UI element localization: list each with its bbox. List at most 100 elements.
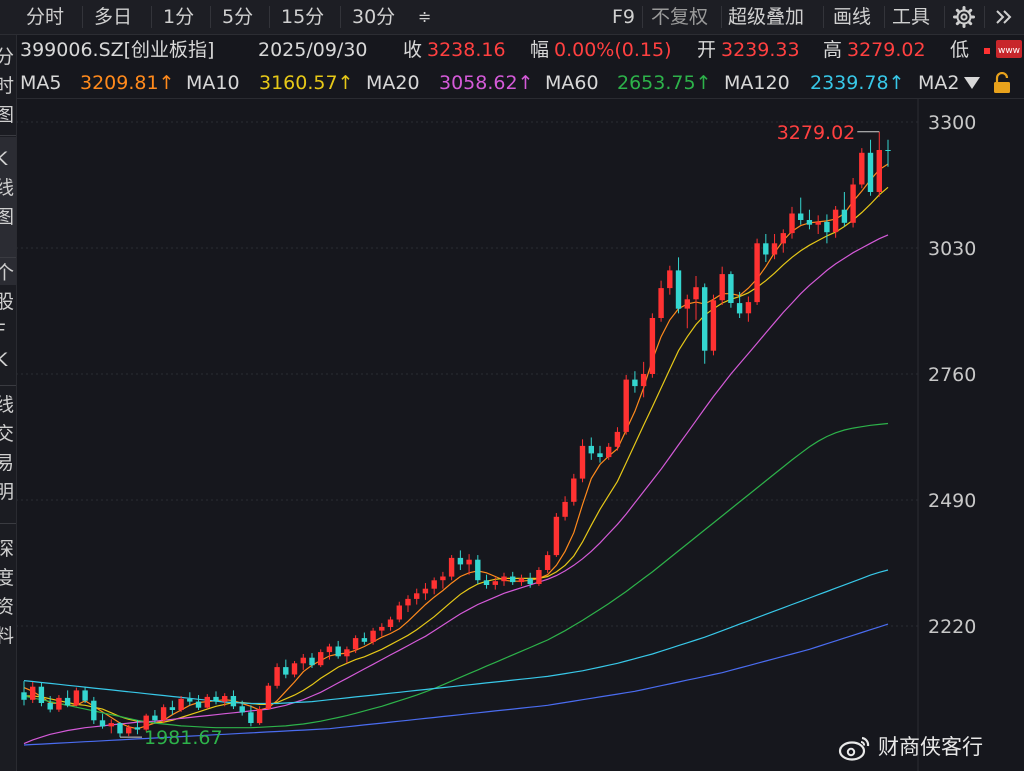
candle-up	[326, 646, 333, 653]
sidebar-divider	[0, 385, 16, 386]
candle-down	[483, 580, 490, 585]
candle-down	[475, 559, 481, 581]
candle-up	[274, 667, 280, 686]
ma120-line	[23, 569, 889, 705]
tab-1min[interactable]: 1分	[163, 6, 195, 28]
price-tick-label: 2760	[928, 364, 976, 386]
ma120-value: 2339.78↑	[810, 72, 905, 94]
ma60-label: MA60	[545, 72, 599, 94]
super-overlay-button[interactable]: 超级叠加	[728, 6, 805, 28]
tab-5min[interactable]: 5分	[222, 6, 254, 28]
www-icon[interactable]: www	[996, 40, 1022, 60]
low-marker-label: 1981.67	[144, 727, 223, 749]
price-axis-panel	[918, 99, 1024, 771]
sidebar-char: 分	[0, 43, 16, 72]
price-tick-label: 3300	[928, 112, 976, 134]
candle-down	[21, 692, 27, 700]
no-adjust-button[interactable]: 不复权	[651, 6, 709, 28]
candle-up	[352, 638, 359, 650]
candle-up	[536, 570, 542, 584]
sidebar-item-kline[interactable]: K 线 图	[0, 137, 16, 285]
price-tick-label: 2490	[928, 490, 976, 512]
toolbar-divider	[210, 6, 211, 28]
candle-down	[597, 453, 603, 457]
ma5-line	[23, 163, 889, 730]
ma10-label: MA10	[186, 72, 240, 94]
triangle-down-icon[interactable]	[961, 72, 983, 94]
candle-down	[239, 706, 245, 713]
sidebar-item-stock-fk[interactable]: 个 股 F K	[0, 259, 16, 375]
ma60-value: 2653.75↑	[617, 72, 712, 94]
tab-multi-day[interactable]: 多日	[94, 6, 133, 28]
candle-up	[440, 576, 446, 581]
more-periods-icon[interactable]: ≑	[418, 7, 432, 26]
candle-down	[527, 578, 533, 584]
candle-up	[623, 379, 629, 432]
toolbar-divider	[984, 6, 985, 28]
f9-button[interactable]: F9	[612, 6, 636, 28]
candle-up	[649, 318, 656, 374]
sidebar-char: 线	[0, 391, 16, 420]
candle-up	[501, 576, 507, 582]
candle-up	[126, 727, 132, 734]
change-label: 幅	[530, 39, 550, 61]
candle-down	[82, 690, 88, 701]
tab-intraday[interactable]: 分时	[26, 6, 65, 28]
ma10-line	[24, 186, 889, 724]
chart-grid	[16, 99, 919, 771]
draw-line-button[interactable]: 画线	[833, 6, 872, 28]
candle-up	[492, 581, 498, 585]
candle-up	[606, 446, 612, 458]
open-label: 开	[697, 39, 717, 61]
sidebar-divider	[0, 135, 16, 136]
candle-up	[658, 288, 664, 318]
candle-up	[815, 221, 821, 225]
toolbar-divider	[944, 6, 945, 28]
candle-up	[562, 501, 568, 517]
candle-up	[850, 184, 856, 223]
candle-up	[780, 233, 786, 244]
candle-up	[318, 652, 324, 666]
tools-button[interactable]: 工具	[892, 6, 931, 28]
low-value-truncated-mark	[984, 48, 990, 54]
candle-up	[448, 557, 455, 577]
candle-up	[30, 686, 36, 700]
sidebar-item-intraday[interactable]: 分 时 图	[0, 43, 16, 130]
sidebar-item-kline-detail[interactable]: 线 交 易 明	[0, 391, 16, 507]
candle-up	[518, 578, 525, 583]
tab-30min[interactable]: 30分	[352, 6, 396, 28]
candle-down	[99, 720, 106, 727]
candle-up	[422, 588, 429, 594]
candle-up	[387, 619, 394, 627]
close-label: 收	[403, 39, 423, 61]
candle-up	[553, 516, 560, 556]
candle-up	[667, 270, 673, 289]
double-chevron-right-icon[interactable]	[994, 8, 1014, 26]
candle-down	[309, 657, 315, 666]
toolbar-divider	[151, 6, 152, 28]
candle-up	[300, 657, 306, 664]
moving-average-lines	[23, 163, 889, 746]
gear-icon[interactable]	[953, 6, 975, 28]
candle-up	[178, 698, 184, 710]
candle-down	[885, 150, 891, 151]
candle-down	[728, 274, 734, 303]
sidebar-char: K	[0, 346, 16, 375]
candle-up	[344, 649, 350, 657]
candle-down	[867, 152, 874, 192]
sidebar-item-deep-data[interactable]: 深 度 资 料	[0, 535, 16, 651]
candle-down	[187, 698, 193, 702]
tab-15min[interactable]: 15分	[281, 6, 325, 28]
candle-down	[195, 701, 202, 708]
candle-down	[230, 696, 237, 707]
lock-icon[interactable]	[992, 72, 1012, 94]
candle-up	[143, 715, 149, 730]
high-marker-label: 3279.02	[777, 122, 856, 144]
high-label: 高	[823, 39, 843, 61]
sidebar-divider	[0, 523, 16, 524]
candle-down	[335, 646, 341, 657]
sidebar-char: F	[0, 317, 16, 346]
candle-down	[47, 703, 53, 710]
candle-up	[56, 697, 62, 710]
